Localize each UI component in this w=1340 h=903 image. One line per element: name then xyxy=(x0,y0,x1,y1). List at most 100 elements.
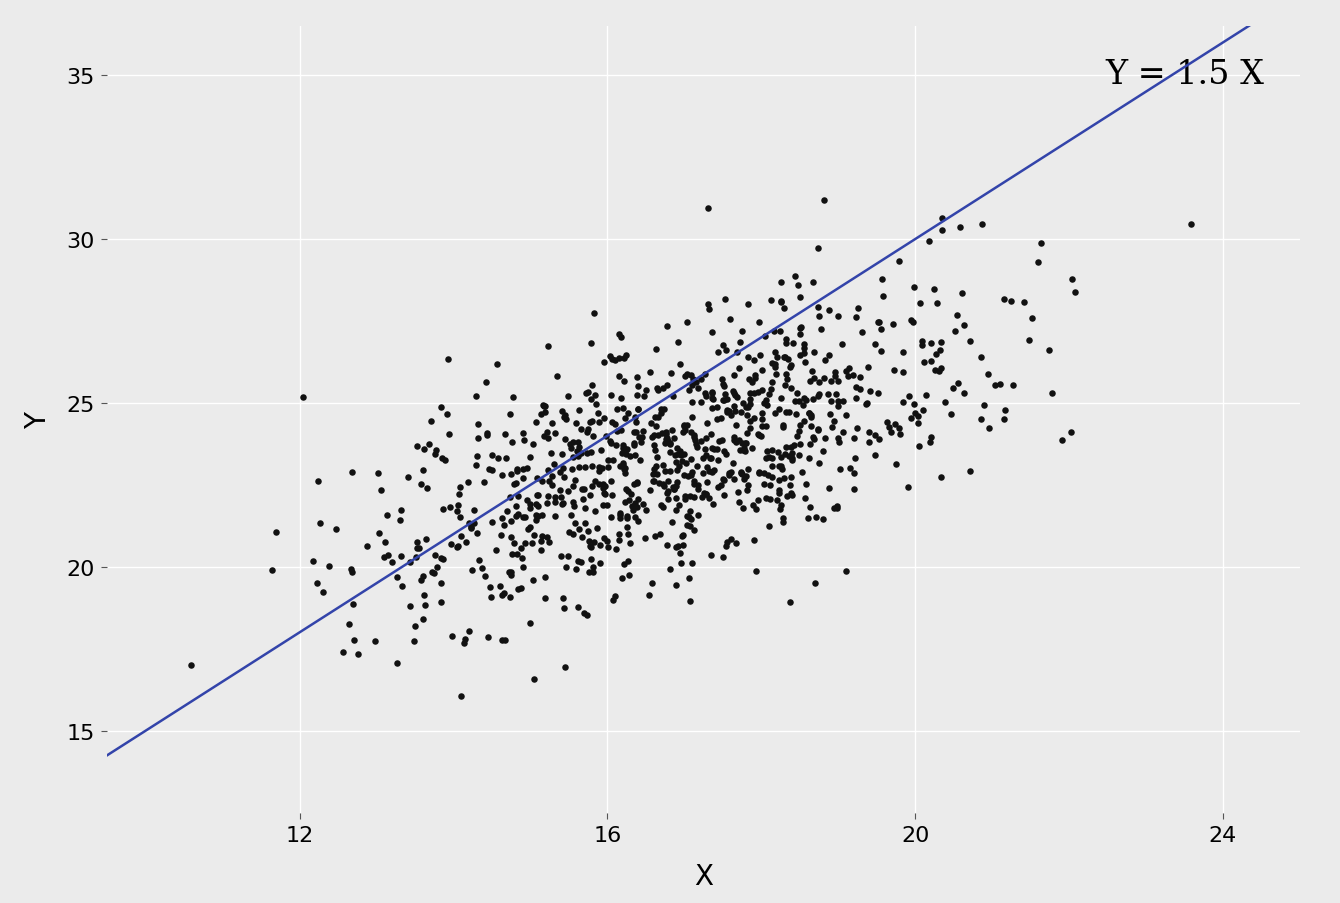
Point xyxy=(415,481,437,496)
Point xyxy=(611,392,632,406)
Point xyxy=(716,539,737,554)
Point xyxy=(702,393,724,407)
Point xyxy=(507,582,528,597)
Point xyxy=(761,452,783,466)
Point xyxy=(738,397,760,412)
Point xyxy=(531,535,552,549)
Point xyxy=(832,395,854,409)
Point xyxy=(777,352,799,367)
Point xyxy=(632,497,654,511)
Point xyxy=(650,527,671,542)
Point xyxy=(911,334,933,349)
Point xyxy=(600,436,622,451)
Point xyxy=(568,461,590,475)
Point xyxy=(567,600,588,614)
Point xyxy=(512,462,533,477)
Point xyxy=(780,358,801,373)
Point xyxy=(666,463,687,478)
Point xyxy=(713,472,734,487)
Point xyxy=(450,689,472,703)
Point xyxy=(697,476,718,490)
Point xyxy=(745,564,766,579)
Point xyxy=(744,353,765,368)
Point xyxy=(571,555,592,570)
Point xyxy=(450,529,472,544)
Point xyxy=(520,520,541,535)
Point xyxy=(560,442,582,456)
Point xyxy=(584,475,606,489)
Point xyxy=(563,479,584,493)
Point xyxy=(671,529,693,544)
Point xyxy=(308,474,330,489)
Point xyxy=(892,366,914,380)
Y-axis label: Y: Y xyxy=(24,412,52,428)
Point xyxy=(714,386,736,401)
Point xyxy=(507,547,528,562)
Point xyxy=(750,405,772,420)
Point xyxy=(387,656,409,670)
Point xyxy=(1000,294,1021,309)
Point xyxy=(1052,433,1073,448)
Point xyxy=(896,480,918,495)
Point xyxy=(781,453,803,468)
Point xyxy=(666,475,687,489)
Point xyxy=(670,556,691,571)
Point xyxy=(647,382,669,396)
Point xyxy=(578,423,599,437)
Point xyxy=(934,396,955,410)
Point xyxy=(598,453,619,468)
Point xyxy=(374,535,395,549)
Point xyxy=(721,408,742,423)
Point xyxy=(485,544,507,558)
Point xyxy=(547,369,568,384)
Point xyxy=(579,565,600,580)
Point xyxy=(595,487,616,501)
Point xyxy=(843,432,864,446)
Point xyxy=(635,384,657,398)
Point xyxy=(799,406,820,421)
Point xyxy=(441,537,462,552)
Point xyxy=(634,389,655,404)
Point xyxy=(319,559,340,573)
Point xyxy=(978,421,1000,435)
Point xyxy=(748,427,769,442)
Point xyxy=(466,417,488,432)
Point xyxy=(742,412,764,426)
Point xyxy=(970,413,992,427)
Point xyxy=(574,483,595,498)
Point xyxy=(490,588,512,602)
Point xyxy=(604,438,626,452)
Point xyxy=(674,370,695,385)
Point xyxy=(776,368,797,382)
Point xyxy=(812,444,833,459)
Point xyxy=(563,451,584,465)
Point xyxy=(466,432,488,446)
Point xyxy=(501,565,523,580)
Point xyxy=(716,405,737,420)
Point xyxy=(793,341,815,356)
Point xyxy=(921,431,942,445)
Point xyxy=(769,324,791,339)
Point xyxy=(766,445,788,460)
Point xyxy=(900,411,922,425)
Point xyxy=(697,297,718,312)
Point xyxy=(678,510,699,525)
Point xyxy=(708,346,729,360)
Point xyxy=(611,571,632,585)
Point xyxy=(681,469,702,483)
Point xyxy=(662,389,683,404)
Point xyxy=(773,351,795,366)
Point xyxy=(1013,295,1034,310)
Point xyxy=(804,345,825,359)
Point xyxy=(712,551,733,565)
Point xyxy=(886,457,907,471)
Point xyxy=(579,534,600,548)
Point xyxy=(339,617,360,631)
Point xyxy=(453,637,474,651)
Point xyxy=(769,502,791,517)
Point xyxy=(730,324,752,339)
Point xyxy=(578,386,599,400)
Point xyxy=(824,366,846,380)
Point xyxy=(808,423,829,437)
Point xyxy=(667,335,689,349)
